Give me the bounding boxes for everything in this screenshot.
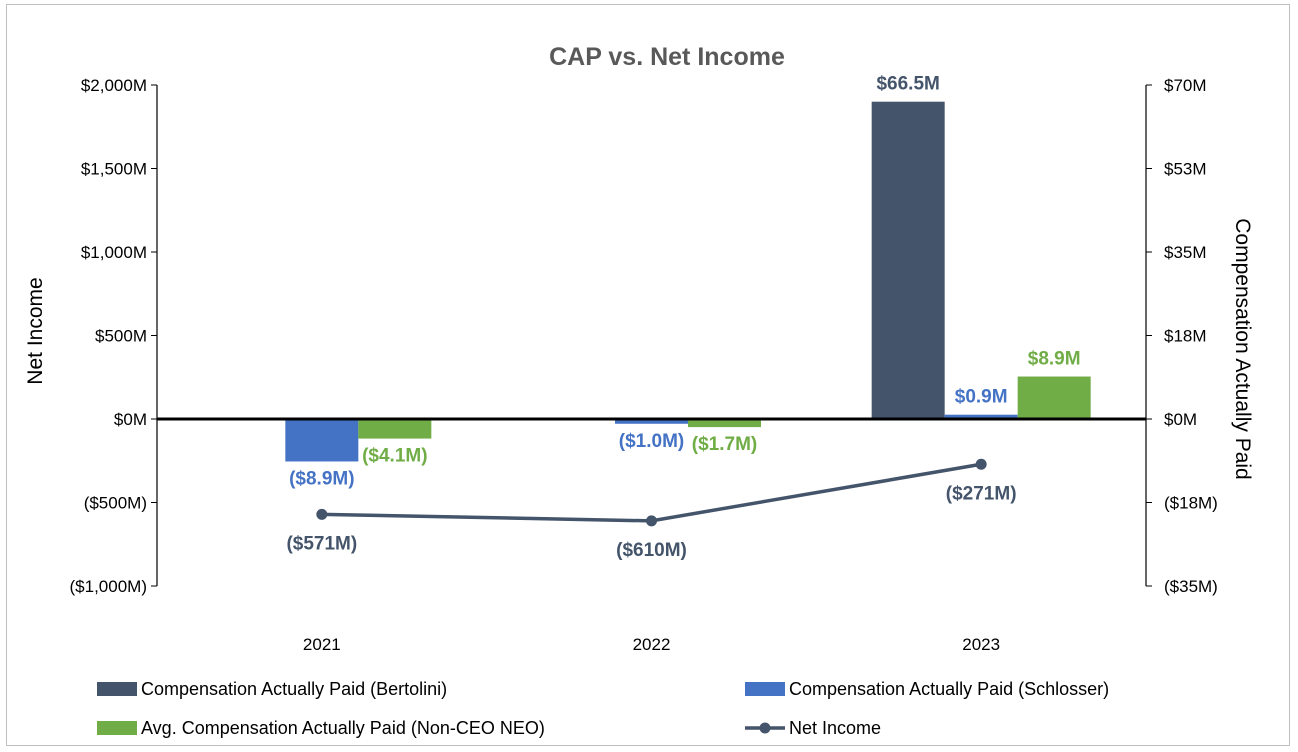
category-label-2021: 2021 (303, 635, 341, 654)
net-income-point-0 (316, 508, 328, 520)
right-tick-label: ($35M) (1164, 577, 1218, 596)
right-tick-label: ($18M) (1164, 494, 1218, 513)
net-income-label-2: ($271M) (946, 483, 1017, 504)
bar-1-1 (615, 419, 688, 424)
legend-label-2: Avg. Compensation Actually Paid (Non-CEO… (141, 718, 545, 738)
legend-label-3: Net Income (789, 718, 881, 738)
chart-title: CAP vs. Net Income (549, 43, 785, 71)
chart-frame (6, 4, 1290, 746)
legend-label-0: Compensation Actually Paid (Bertolini) (141, 679, 447, 699)
left-tick-label: $1,000M (81, 243, 147, 262)
bar-2-2 (1017, 376, 1091, 419)
bar-2-0 (358, 419, 432, 439)
net-income-point-1 (646, 515, 657, 527)
net-income-point-2 (975, 458, 987, 470)
bar-label-2-0: ($4.1M) (362, 446, 427, 467)
legend-label-1: Compensation Actually Paid (Schlosser) (789, 679, 1109, 699)
left-tick-label: ($500M) (84, 494, 147, 513)
bar-0-2 (871, 101, 945, 419)
left-tick-label: $500M (95, 327, 147, 346)
bar-label-0-2: $66.5M (876, 74, 939, 95)
legend-swatch-2 (97, 721, 137, 735)
net-income-line (321, 462, 982, 523)
legend-swatch-0 (97, 682, 137, 696)
bar-label-1-1: ($1.0M) (619, 431, 684, 452)
category-label-2022: 2022 (633, 635, 671, 654)
right-tick-label: $18M (1164, 327, 1207, 346)
right-tick-label: $53M (1164, 160, 1207, 179)
bar-label-2-2: $8.9M (1028, 349, 1081, 370)
bar-1-0 (285, 419, 359, 462)
left-tick-label: $2,000M (81, 76, 147, 95)
left-tick-label: $0M (114, 410, 147, 429)
right-tick-label: $0M (1164, 410, 1197, 429)
bar-2-1 (688, 419, 761, 428)
left-tick-label: ($1,000M) (70, 577, 147, 596)
category-label-2023: 2023 (962, 635, 1000, 654)
bar-label-1-2: $0.9M (955, 387, 1008, 408)
bar-1-2 (944, 414, 1018, 419)
net-income-label-0: ($571M) (286, 533, 357, 554)
right-tick-label: $70M (1164, 76, 1207, 95)
legend-swatch-marker (759, 722, 771, 734)
left-axis-title: Net Income (24, 277, 47, 384)
bar-label-1-0: ($8.9M) (289, 468, 354, 489)
legend-swatch-1 (745, 682, 785, 696)
left-tick-label: $1,500M (81, 160, 147, 179)
net-income-label-1: ($610M) (616, 540, 687, 561)
bar-label-2-1: ($1.7M) (692, 434, 757, 455)
right-axis-title: Compensation Actually Paid (1231, 218, 1254, 480)
right-tick-label: $35M (1164, 243, 1207, 262)
